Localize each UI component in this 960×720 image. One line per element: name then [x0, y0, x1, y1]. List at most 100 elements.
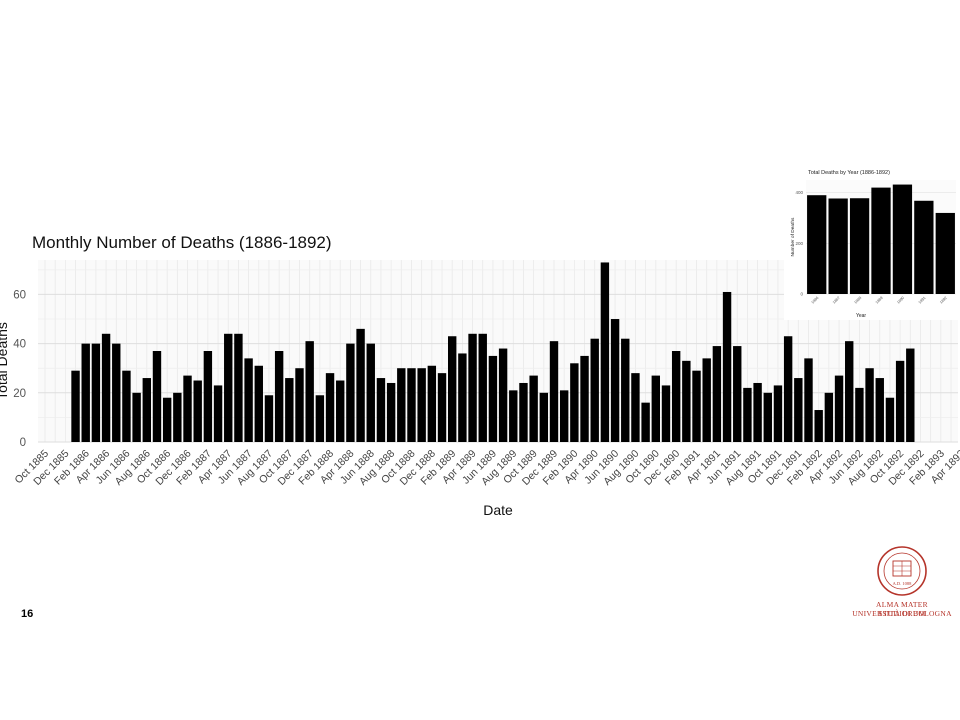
- bar: [183, 375, 192, 442]
- bar: [692, 370, 701, 442]
- bar: [682, 360, 691, 442]
- bar: [875, 378, 884, 442]
- seal-text: A.D. 1088: [893, 581, 913, 586]
- bar: [325, 373, 335, 442]
- bar: [142, 378, 151, 442]
- bar: [580, 355, 589, 442]
- inset-x-tick-label: 1888: [853, 296, 862, 305]
- inset-x-tick-label: 1887: [832, 296, 841, 305]
- logo-line-1: ALMA MATER STUDIORUM: [876, 600, 928, 618]
- inset-bar: [914, 200, 934, 294]
- bar: [173, 392, 182, 442]
- bar: [783, 336, 793, 442]
- bar: [845, 341, 854, 442]
- bar: [264, 395, 274, 442]
- bar: [448, 336, 457, 442]
- bar: [346, 343, 355, 442]
- bar: [814, 410, 823, 442]
- bar: [122, 370, 131, 442]
- bar: [468, 333, 477, 442]
- bar: [498, 348, 508, 442]
- bar: [702, 358, 711, 442]
- y-tick-label: 0: [20, 437, 26, 449]
- inset-y-tick-label: 200: [795, 241, 803, 246]
- university-seal-icon: A.D. 1088: [877, 546, 927, 596]
- bar: [753, 382, 762, 442]
- bar: [397, 368, 406, 442]
- bar: [305, 341, 314, 442]
- bar: [671, 351, 681, 442]
- bar: [661, 385, 671, 442]
- bar: [865, 368, 874, 442]
- bar: [437, 373, 447, 442]
- bar: [81, 343, 90, 442]
- bar: [804, 358, 813, 442]
- logo-line-2: UNIVERSITÀ DI BOLOGNA: [852, 609, 952, 618]
- bar: [885, 397, 895, 442]
- bar: [203, 351, 213, 442]
- bar: [356, 328, 365, 442]
- bar: [274, 351, 284, 442]
- bar: [112, 343, 121, 442]
- monthly-deaths-chart: Monthly Number of Deaths (1886-1892) 0 20 4…: [0, 233, 960, 518]
- inset-title: Total Deaths by Year (1886-1892): [808, 170, 890, 176]
- inset-y-tick-label: 400: [795, 190, 803, 195]
- bar: [855, 387, 864, 442]
- y-tick-label: 40: [13, 339, 26, 351]
- bar: [631, 373, 640, 442]
- bar: [509, 390, 518, 442]
- inset-y-axis-label: Number of Deaths: [790, 217, 796, 257]
- university-logo: A.D. 1088 ALMA MATER STUDIORUM UNIVERSIT…: [852, 545, 952, 625]
- bar: [559, 390, 569, 442]
- inset-bar: [828, 198, 848, 294]
- bar: [376, 378, 386, 442]
- bar: [213, 385, 223, 442]
- bar: [651, 375, 660, 442]
- bar: [906, 348, 915, 442]
- yearly-deaths-inset-chart: Total Deaths by Year (1886-1892) 0 200 400 N…: [784, 162, 960, 320]
- bar: [488, 355, 498, 442]
- inset-x-tick-label: 1889: [875, 296, 884, 305]
- inset-y-tick-label: 0: [800, 292, 803, 297]
- bar: [824, 392, 834, 442]
- bar: [722, 291, 732, 442]
- bar: [427, 365, 437, 442]
- bar: [132, 392, 141, 442]
- bar: [773, 385, 783, 442]
- y-axis-label: Total Deaths: [0, 322, 10, 400]
- inset-x-axis-label: Year: [856, 313, 866, 319]
- bar: [641, 402, 650, 442]
- bar: [152, 351, 162, 442]
- page-number: 16: [21, 608, 34, 620]
- bar: [336, 380, 345, 442]
- bar: [610, 319, 620, 442]
- bar: [224, 333, 233, 442]
- bar: [285, 378, 294, 442]
- bar: [101, 333, 111, 442]
- bar: [315, 395, 325, 442]
- bar: [295, 368, 304, 442]
- inset-bar: [807, 195, 827, 294]
- bar: [834, 375, 844, 442]
- bar: [193, 380, 202, 442]
- bar: [621, 338, 630, 442]
- bar: [234, 333, 243, 442]
- bar: [407, 368, 416, 442]
- bar: [458, 353, 467, 442]
- bar: [570, 363, 579, 442]
- bar: [71, 370, 80, 442]
- chart-title: Monthly Number of Deaths (1886-1892): [32, 233, 332, 252]
- bar: [366, 343, 375, 442]
- bar: [794, 378, 803, 442]
- bar: [244, 358, 253, 442]
- inset-bar: [849, 198, 870, 294]
- inset-x-tick-label: 1890: [896, 296, 905, 305]
- bar: [712, 346, 722, 442]
- bar: [539, 392, 549, 442]
- inset-bar: [935, 212, 955, 294]
- bar: [529, 375, 538, 442]
- bar: [386, 382, 396, 442]
- bar: [733, 346, 742, 442]
- bar: [763, 392, 772, 442]
